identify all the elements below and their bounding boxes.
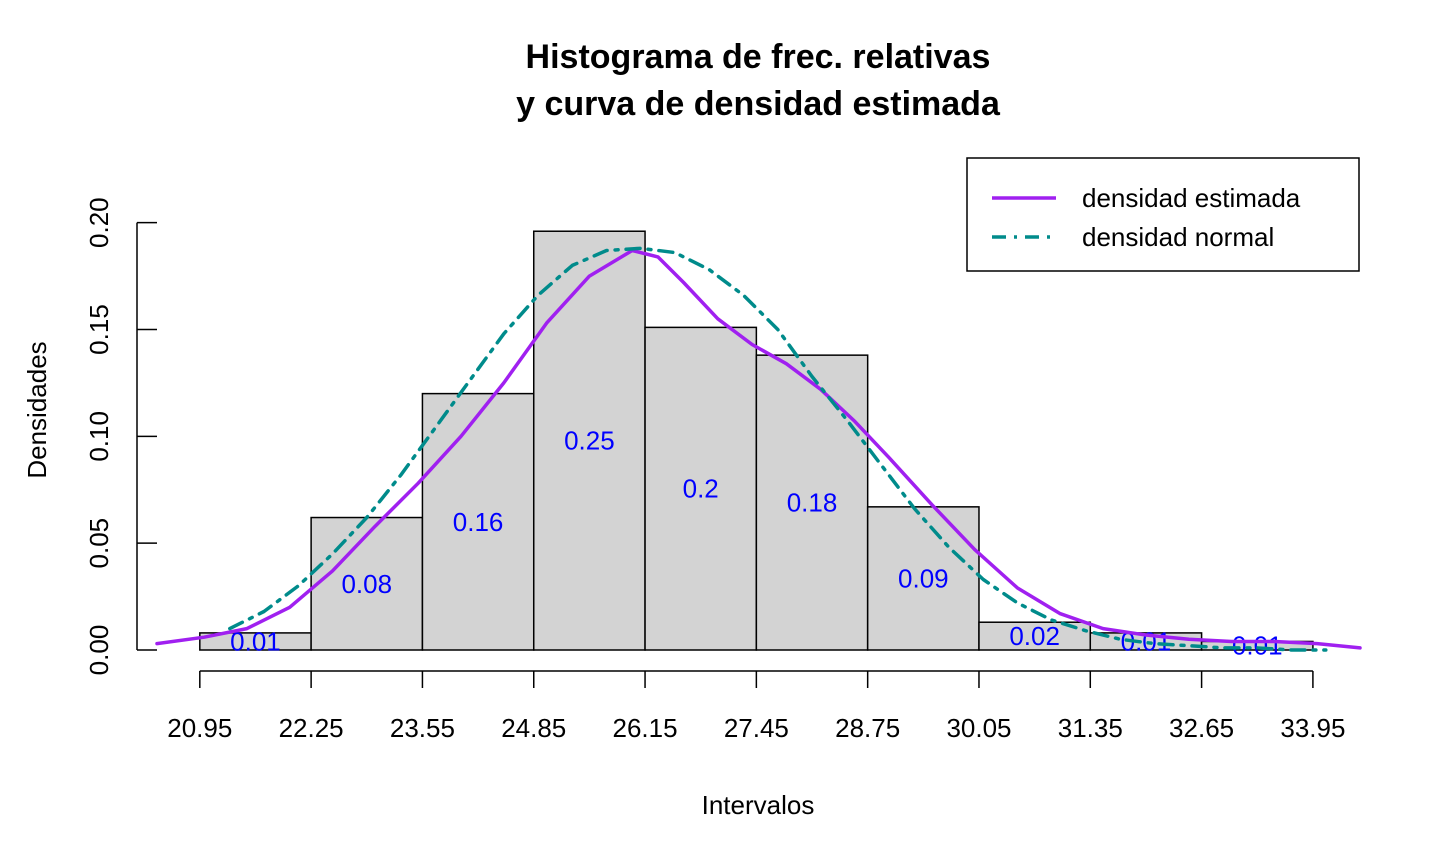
- histogram-bar: [421, 392, 535, 651]
- bar-value-labels: 0.010.080.160.250.2 0.180.090.02 0.01 0.01: [230, 426, 1282, 661]
- x-tick-label: 28.75: [835, 713, 900, 743]
- x-tick-label: 23.55: [390, 713, 455, 743]
- bar-value-label: 0.18: [787, 488, 838, 518]
- x-tick-label: 24.85: [501, 713, 566, 743]
- bar-value-label: 0.02: [1009, 621, 1060, 651]
- density-curves: [155, 246, 1362, 652]
- bar-value-label: 0.09: [898, 563, 949, 593]
- x-tick-label: 31.35: [1058, 713, 1123, 743]
- chart-title-line-2: y curva de densidad estimada: [516, 85, 1001, 123]
- legend-label-densidad-estimada: densidad estimada: [1082, 183, 1301, 213]
- x-tick-label: 27.45: [724, 713, 789, 743]
- x-tick-label: 33.95: [1280, 713, 1345, 743]
- y-tick-label: 0.20: [84, 197, 114, 248]
- bar-value-label: 0.08: [341, 569, 392, 599]
- x-tick-label: 26.15: [613, 713, 678, 743]
- histogram-bar: [310, 516, 424, 651]
- x-tick-label: 20.95: [167, 713, 232, 743]
- x-tick-label: 30.05: [946, 713, 1011, 743]
- legend-label-densidad-normal: densidad normal: [1082, 222, 1274, 252]
- y-tick-label: 0.05: [84, 518, 114, 569]
- y-axis: 0.00 0.05 0.10 0.15 0.20: [84, 197, 157, 675]
- histogram-bar: [532, 230, 646, 651]
- chart-title-line-1: Histograma de frec. relativas: [526, 38, 991, 76]
- x-axis-label: Intervalos: [702, 790, 815, 820]
- legend: densidad estimada densidad normal: [966, 157, 1360, 272]
- x-tick-label: 22.25: [279, 713, 344, 743]
- histogram-bar: [644, 326, 758, 651]
- y-axis-label: Densidades: [22, 341, 52, 478]
- bar-value-label: 0.16: [453, 507, 504, 537]
- histogram-bar: [755, 354, 869, 651]
- bar-value-label: 0.2: [683, 474, 719, 504]
- y-tick-label: 0.15: [84, 304, 114, 355]
- density-curve-estimada: [155, 248, 1362, 650]
- y-tick-label: 0.10: [84, 411, 114, 462]
- x-tick-label: 32.65: [1169, 713, 1234, 743]
- legend-box: [966, 157, 1360, 272]
- histogram-bars: [199, 230, 1314, 651]
- bar-value-label: 0.25: [564, 426, 615, 456]
- histogram-bar: [866, 506, 980, 651]
- density-curve-normal: [228, 246, 1328, 652]
- x-axis: 20.95 22.25 23.55 24.85 26.15 27.45 28.75 30.05…: [167, 670, 1345, 743]
- y-tick-label: 0.00: [84, 625, 114, 676]
- bar-value-label: 0.01: [1232, 631, 1283, 661]
